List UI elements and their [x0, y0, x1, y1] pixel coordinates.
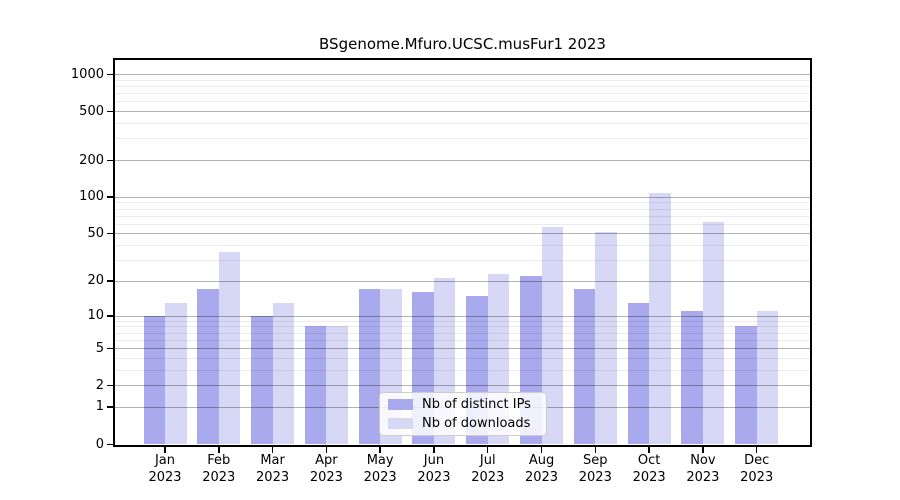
x-tick-mark [755, 447, 758, 453]
bar-jan-distinct-ips [143, 315, 165, 444]
legend-label-distinct-ips: Nb of distinct IPs [422, 397, 531, 412]
bar-dec-downloads [756, 310, 779, 444]
bar-feb-distinct-ips [197, 289, 219, 444]
bar-oct-distinct-ips [627, 302, 650, 444]
bar-may-distinct-ips [358, 289, 381, 444]
bar-oct-downloads [649, 192, 671, 444]
bar-apr-distinct-ips [304, 326, 327, 444]
y-tick-label: 50 [87, 225, 104, 241]
x-tick-label-oct: Oct 2023 [632, 453, 666, 485]
x-tick-label-dec: Dec 2023 [740, 453, 774, 485]
x-tick-mark [164, 447, 166, 453]
bar-mar-distinct-ips [251, 315, 273, 444]
bar-sep-downloads [595, 232, 617, 444]
x-tick-label-jul: Jul 2023 [471, 453, 505, 485]
bar-sep-distinct-ips [573, 289, 596, 444]
legend-item-downloads: Nb of downloads [388, 416, 538, 431]
x-tick-label-jan: Jan 2023 [148, 453, 182, 485]
x-tick-mark [433, 447, 435, 453]
y-tick-mark [107, 315, 113, 317]
bars-layer [115, 60, 810, 445]
legend: Nb of distinct IPs Nb of downloads [379, 392, 547, 436]
bar-apr-downloads [326, 326, 348, 444]
y-tick-label: 1 [95, 399, 104, 415]
legend-item-distinct-ips: Nb of distinct IPs [388, 397, 538, 412]
x-tick-mark [648, 447, 650, 453]
bar-feb-downloads [218, 252, 241, 444]
y-tick-mark [107, 73, 113, 76]
y-tick-mark [107, 443, 113, 445]
x-tick-label-aug: Aug 2023 [524, 453, 559, 485]
x-tick-mark [325, 447, 328, 453]
bar-dec-distinct-ips [735, 326, 757, 444]
x-tick-mark [540, 447, 543, 453]
legend-label-downloads: Nb of downloads [422, 416, 531, 431]
x-tick-mark [218, 447, 220, 453]
x-tick-label-jun: Jun 2023 [417, 453, 451, 485]
y-tick-mark [107, 347, 113, 350]
legend-swatch-downloads [388, 418, 413, 429]
y-tick-mark [107, 406, 113, 408]
x-tick-mark [486, 447, 489, 453]
y-tick-label: 5 [95, 340, 104, 356]
bar-nov-downloads [702, 222, 725, 444]
y-tick-mark [107, 384, 113, 387]
x-tick-label-feb: Feb 2023 [202, 453, 236, 485]
chart-title: BSgenome.Mfuro.UCSC.musFur1 2023 [319, 35, 606, 53]
x-tick-label-mar: Mar 2023 [256, 453, 290, 485]
y-tick-label: 0 [95, 436, 104, 452]
bar-jan-downloads [165, 302, 187, 444]
y-tick-mark [107, 232, 113, 235]
x-tick-label-may: May 2023 [363, 453, 397, 485]
y-tick-label: 2 [95, 377, 104, 393]
y-tick-mark [107, 196, 113, 198]
y-tick-label: 20 [87, 273, 104, 289]
y-tick-label: 200 [79, 152, 104, 168]
y-tick-label: 1000 [70, 66, 104, 82]
y-tick-label: 10 [87, 308, 104, 324]
y-tick-label: 100 [79, 189, 104, 205]
x-tick-mark [379, 447, 381, 453]
plot-area [113, 58, 812, 447]
bar-nov-distinct-ips [681, 310, 703, 444]
bar-mar-downloads [272, 302, 295, 444]
x-tick-mark [271, 447, 274, 453]
y-tick-mark [107, 110, 113, 113]
x-tick-mark [702, 447, 704, 453]
x-tick-label-apr: Apr 2023 [309, 453, 343, 485]
x-tick-label-nov: Nov 2023 [686, 453, 720, 485]
y-tick-label: 500 [79, 103, 104, 119]
x-tick-mark [594, 447, 597, 453]
legend-swatch-distinct-ips [388, 399, 413, 410]
bar-aug-downloads [541, 227, 564, 444]
y-tick-mark [107, 280, 113, 282]
y-tick-mark [107, 159, 113, 161]
x-tick-label-sep: Sep 2023 [578, 453, 612, 485]
